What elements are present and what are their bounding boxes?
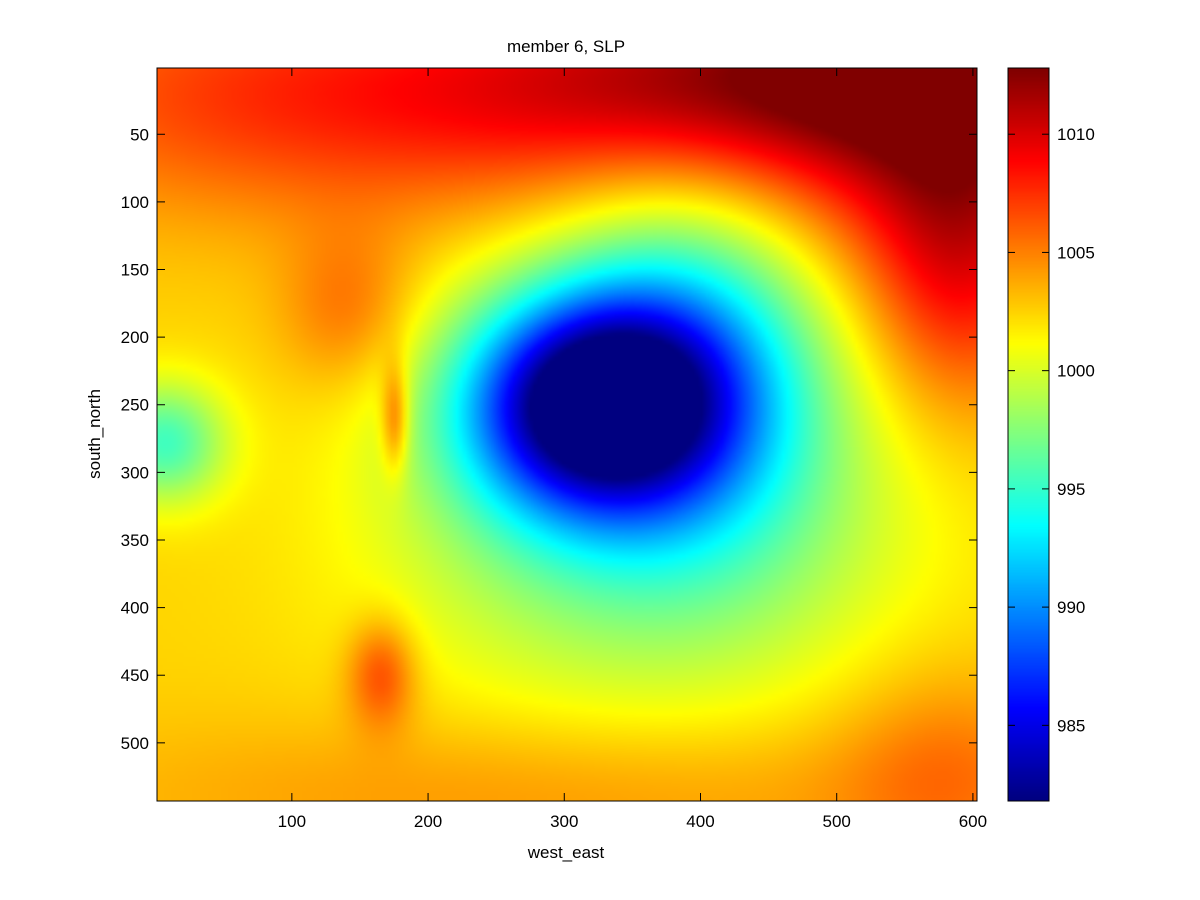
colorbar-tick-label: 1000 [1057,362,1095,381]
colorbar-tick-label: 1010 [1057,125,1095,144]
y-tick-label: 100 [121,193,149,212]
x-axis: 100 200 300 400 500 600 [278,68,987,831]
y-tick-label: 300 [121,463,149,482]
x-tick-label: 300 [550,812,578,831]
heatmap-image [157,68,977,801]
x-tick-label: 400 [686,812,714,831]
x-tick-label: 100 [278,812,306,831]
y-tick-label: 450 [121,666,149,685]
y-axis-label: south_north [85,389,104,479]
chart-title: member 6, SLP [507,37,625,56]
plot-frame [156,67,978,802]
heatmap-area [156,67,978,802]
colorbar-ticks: 985 990 995 1000 1005 1010 [1008,125,1095,735]
x-tick-label: 200 [414,812,442,831]
y-tick-label: 200 [121,328,149,347]
x-axis-label: west_east [527,843,605,862]
y-tick-label: 50 [130,125,149,144]
y-tick-label: 350 [121,531,149,550]
y-tick-label: 400 [121,599,149,618]
y-tick-label: 250 [121,396,149,415]
colorbar-tick-label: 985 [1057,716,1085,735]
colorbar-tick-label: 1005 [1057,243,1095,262]
y-tick-label: 150 [121,261,149,280]
colorbar-tick-label: 995 [1057,480,1085,499]
y-axis: 50 100 150 200 250 300 350 400 450 500 [121,125,977,753]
y-tick-label: 500 [121,734,149,753]
x-tick-label: 600 [959,812,987,831]
x-tick-label: 500 [823,812,851,831]
colorbar-tick-label: 990 [1057,598,1085,617]
colorbar: 985 990 995 1000 1005 1010 [1007,67,1095,802]
colorbar-gradient [1008,68,1049,801]
colorbar-frame [1007,67,1050,802]
